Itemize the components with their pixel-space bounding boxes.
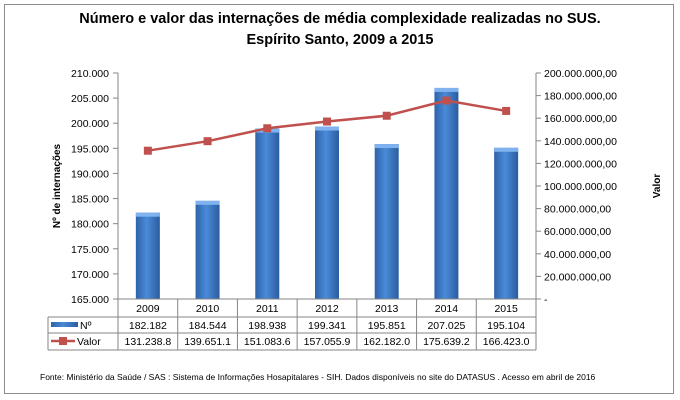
bar-data-label: 195.104 [487,320,525,332]
legend-label-line: Valor [77,336,101,348]
valor-marker-2013 [382,111,391,120]
right-tick-label: 60.000.000,00 [544,226,611,238]
line-data-label: 151.083.6 [244,336,291,348]
left-tick-label: 190.000 [71,168,109,180]
bar-top-2014 [434,87,459,92]
right-tick-label: 140.000.000,00 [544,136,617,148]
bar-2015 [494,147,519,299]
valor-marker-2010 [203,137,212,146]
bar-data-label: 207.025 [427,320,465,332]
chart-title: Número e valor das internações de média … [79,11,601,27]
line-data-label: 166.423.0 [483,336,530,348]
right-tick-label: 80.000.000,00 [544,204,611,216]
bar-top-2015 [494,147,519,152]
category-label: 2010 [196,303,220,315]
category-label: 2013 [375,303,399,315]
right-axis-label: Valor [652,174,663,199]
valor-marker-2015 [502,106,511,115]
bar-2012 [315,126,339,300]
right-tick-label: 20.000.000,00 [544,271,611,283]
left-tick-label: 210.000 [71,68,109,80]
right-tick-label: 160.000.000,00 [544,113,617,125]
left-tick-label: 205.000 [71,93,109,105]
bar-data-label: 184.544 [189,320,227,332]
bar-data-label: 195.851 [368,320,406,332]
line-data-label: 131.238.8 [124,336,171,348]
line-data-label: 139.651.1 [184,336,231,348]
line-data-label: 157.055.9 [304,336,351,348]
legend-key-bar [51,322,78,327]
right-tick-label: 40.000.000,00 [544,249,611,261]
valor-marker-2009 [143,146,152,155]
category-label: 2009 [136,303,160,315]
legend-key-marker [59,337,67,345]
chart-subtitle: Espírito Santo, 2009 a 2015 [246,32,434,48]
bar-data-label: 198.938 [248,320,286,332]
bar-2013 [374,144,399,299]
bar-2014 [434,87,459,300]
category-label: 2012 [315,303,339,315]
bar-2010 [195,200,220,299]
valor-marker-2014 [442,96,451,105]
left-tick-label: 175.000 [71,244,109,256]
valor-marker-2012 [323,117,331,126]
right-tick-label: - [544,294,548,306]
source-note: Fonte: Ministério da Saúde / SAS : Siste… [40,372,596,382]
right-tick-label: 200.000.000,00 [544,68,617,80]
bar-2011 [255,128,280,299]
left-tick-label: 170.000 [71,269,109,281]
line-data-label: 162.182.0 [363,336,410,348]
category-label: 2015 [494,303,518,315]
category-label: 2011 [256,303,279,315]
left-tick-label: 165.000 [71,294,109,306]
bar-top-2009 [135,212,160,217]
category-label: 2014 [435,303,459,315]
bar-top-2012 [315,126,339,131]
right-tick-label: 100.000.000,00 [544,181,617,193]
bar-data-label: 199.341 [308,320,346,332]
left-tick-label: 200.000 [71,118,109,130]
left-tick-label: 195.000 [71,143,109,155]
legend-label-bar: Nº [80,320,92,332]
left-tick-label: 185.000 [71,194,109,206]
left-tick-label: 180.000 [71,219,109,231]
right-tick-label: 180.000.000,00 [544,91,617,103]
valor-marker-2011 [263,124,272,133]
chart-frame [4,4,674,394]
bar-2009 [135,212,160,299]
left-axis-label: Nº de internações [52,143,63,228]
bar-data-label: 182.182 [129,320,167,332]
line-data-label: 175.639.2 [423,336,470,348]
bar-top-2010 [195,200,220,205]
right-tick-label: 120.000.000,00 [544,158,617,170]
bar-top-2013 [374,144,399,149]
